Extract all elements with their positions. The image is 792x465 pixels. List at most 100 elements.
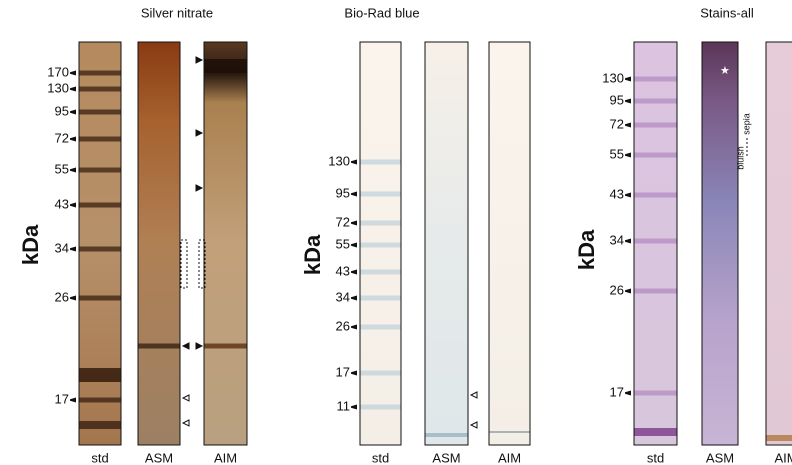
panel-title: Silver nitrate <box>141 5 213 20</box>
marker-tick <box>70 167 76 173</box>
gel-lane <box>204 42 247 445</box>
marker-tick <box>625 152 631 158</box>
gel-lane <box>702 42 738 445</box>
marker-tick <box>70 202 76 208</box>
gel-lane <box>138 42 180 445</box>
gel-band <box>360 370 401 376</box>
gel-band <box>79 70 121 76</box>
marker-tick <box>70 109 76 115</box>
marker-label: 95 <box>610 92 624 107</box>
gel-band <box>79 167 121 173</box>
axis-label: kDa <box>18 224 43 265</box>
marker-tick <box>351 370 357 376</box>
gel-band <box>360 324 401 330</box>
lane-label: std <box>91 450 108 465</box>
gel-band <box>766 435 792 441</box>
marker-label: 26 <box>55 289 69 304</box>
marker-label: 55 <box>55 161 69 176</box>
gel-panel: std ASM AIM 130 95 72 55 43 34 26 17 11 <box>328 41 531 465</box>
axis-label: kDa <box>574 229 599 270</box>
lane-border <box>701 41 739 446</box>
gel-band <box>79 86 121 92</box>
annotation: bluish <box>735 146 745 170</box>
marker-label: 17 <box>610 384 624 399</box>
gel-band <box>79 246 121 252</box>
lane-label: ASM <box>432 450 460 465</box>
lane-border <box>488 41 531 446</box>
gel-lane <box>489 42 530 445</box>
marker-label: 34 <box>336 289 350 304</box>
marker-tick <box>351 159 357 165</box>
marker-label: 130 <box>328 153 350 168</box>
gel-band <box>360 242 401 248</box>
gel-band <box>425 433 468 437</box>
gel-band <box>634 152 677 158</box>
gel-band <box>360 295 401 301</box>
gel-band <box>634 76 677 82</box>
marker-label: 34 <box>55 240 69 255</box>
marker-tick <box>70 246 76 252</box>
lane-border <box>633 41 678 446</box>
marker-label: 34 <box>610 232 624 247</box>
marker-tick <box>625 122 631 128</box>
marker-tick <box>351 191 357 197</box>
marker-label: 55 <box>336 236 350 251</box>
lane-label: std <box>647 450 664 465</box>
lane-label: AIM <box>774 450 792 465</box>
marker-label: 43 <box>336 263 350 278</box>
marker-label: 26 <box>610 282 624 297</box>
gel-band <box>634 428 677 436</box>
gel-band <box>634 192 677 198</box>
marker-label: 43 <box>55 196 69 211</box>
lane-border <box>78 41 122 446</box>
marker-tick <box>625 98 631 104</box>
lane-border <box>765 41 792 446</box>
lane-border <box>137 41 181 446</box>
marker-label: 55 <box>610 146 624 161</box>
gel-band <box>634 122 677 128</box>
lane-label: std <box>372 450 389 465</box>
gel-band <box>634 98 677 104</box>
arrowheads <box>181 56 478 429</box>
gel-band <box>634 390 677 396</box>
annotation: sepia <box>741 113 751 135</box>
gel-band <box>634 238 677 244</box>
marker-tick <box>70 70 76 76</box>
gel-band <box>79 136 121 142</box>
marker-label: 26 <box>336 318 350 333</box>
marker-label: 43 <box>610 186 624 201</box>
marker-tick <box>625 238 631 244</box>
marker-tick <box>70 295 76 301</box>
lane-label: ASM <box>706 450 734 465</box>
marker-label: 17 <box>336 364 350 379</box>
marker-tick <box>70 397 76 403</box>
marker-label: 72 <box>336 214 350 229</box>
marker-label: 72 <box>610 116 624 131</box>
gel-lane <box>425 42 468 445</box>
gel-band <box>360 220 401 226</box>
gel-band <box>360 404 401 410</box>
marker-label: 130 <box>602 70 624 85</box>
panel-title: Bio-Rad blue <box>344 5 419 20</box>
gel-band <box>204 343 247 349</box>
lane-label: AIM <box>214 450 237 465</box>
marker-tick <box>351 295 357 301</box>
marker-tick <box>70 86 76 92</box>
marker-tick <box>625 288 631 294</box>
marker-label: 11 <box>337 398 351 413</box>
brackets <box>180 138 748 289</box>
marker-tick <box>625 192 631 198</box>
marker-tick <box>625 390 631 396</box>
marker-label: 72 <box>55 130 69 145</box>
gel-band <box>79 202 121 208</box>
gel-band <box>360 159 401 165</box>
gel-panel: std ASM AIM 130 95 72 55 43 34 26 17 <box>602 41 792 465</box>
axis-label: kDa <box>300 234 325 275</box>
lane-label: ASM <box>145 450 173 465</box>
marker-tick <box>351 269 357 275</box>
gel-band <box>79 397 121 403</box>
gel-band <box>634 288 677 294</box>
